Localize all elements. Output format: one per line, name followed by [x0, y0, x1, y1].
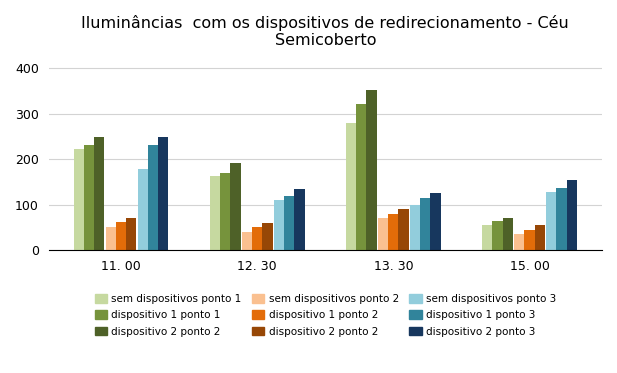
Bar: [126, 219, 136, 250]
Bar: [158, 138, 168, 250]
Bar: [284, 196, 294, 250]
Bar: [431, 194, 441, 250]
Bar: [378, 217, 388, 250]
Bar: [230, 163, 241, 250]
Bar: [274, 200, 284, 250]
Bar: [106, 227, 116, 250]
Bar: [410, 205, 420, 250]
Legend: sem dispositivos ponto 1, dispositivo 1 ponto 1, dispositivo 2 ponto 2, sem disp: sem dispositivos ponto 1, dispositivo 1 …: [90, 290, 560, 341]
Bar: [492, 221, 503, 250]
Bar: [546, 192, 557, 250]
Bar: [242, 232, 252, 250]
Bar: [84, 145, 94, 250]
Bar: [399, 209, 408, 250]
Bar: [566, 180, 577, 250]
Bar: [420, 198, 431, 250]
Bar: [294, 189, 305, 250]
Title: Iluminâncias  com os dispositivos de redirecionamento - Céu
Semicoberto: Iluminâncias com os dispositivos de redi…: [81, 15, 569, 48]
Bar: [514, 234, 524, 250]
Bar: [138, 169, 148, 250]
Bar: [94, 138, 104, 250]
Bar: [148, 145, 158, 250]
Bar: [74, 149, 84, 250]
Bar: [116, 222, 126, 250]
Bar: [524, 230, 535, 250]
Bar: [557, 188, 566, 250]
Bar: [482, 225, 492, 250]
Bar: [388, 214, 399, 250]
Bar: [252, 227, 262, 250]
Bar: [210, 176, 220, 250]
Bar: [346, 123, 356, 250]
Bar: [535, 225, 545, 250]
Bar: [220, 173, 230, 250]
Bar: [356, 104, 366, 250]
Bar: [503, 219, 513, 250]
Bar: [262, 223, 273, 250]
Bar: [366, 90, 377, 250]
